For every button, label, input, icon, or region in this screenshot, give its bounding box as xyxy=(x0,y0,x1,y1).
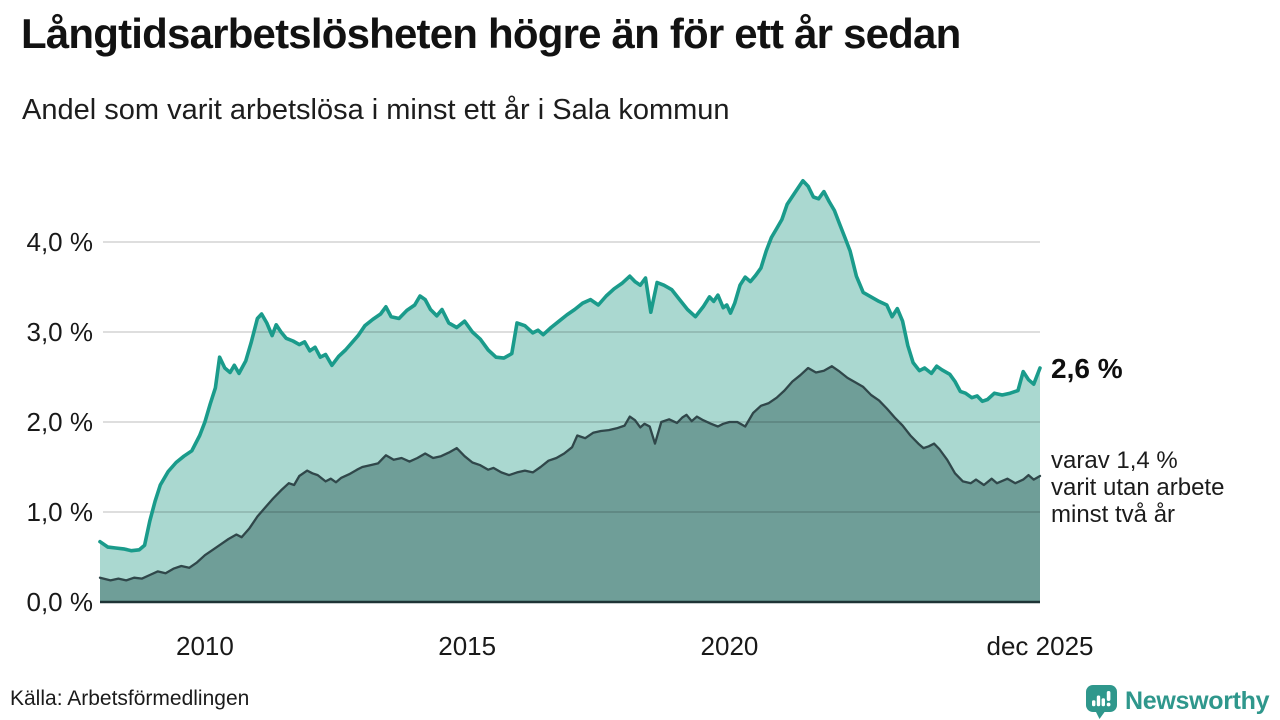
x-tick-label-2015: 2015 xyxy=(438,631,497,661)
end-label-line-2: varit utan arbete xyxy=(1051,474,1225,501)
y-tick-label-4: 4,0 % xyxy=(26,227,94,257)
brand-name: Newsworthy xyxy=(1125,687,1270,715)
series-line-unemployed-at-least-two-years xyxy=(98,365,1042,582)
y-tick-label-3: 3,0 % xyxy=(26,317,94,347)
page-title: Långtidsarbetslösheten högre än för ett … xyxy=(21,10,961,57)
series-area-unemployed-at-least-two-years xyxy=(100,366,1040,602)
x-tick-label-2010: 2010 xyxy=(175,631,234,661)
series-end-label-one-year: 2,6 % xyxy=(1051,353,1123,384)
y-tick-label-0: 0,0 % xyxy=(26,587,94,617)
source-note: Källa: Arbetsförmedlingen xyxy=(10,687,250,710)
end-label-line-1: varav 1,4 % xyxy=(1051,447,1178,474)
newsworthy-chart-bubble-icon xyxy=(1086,685,1117,719)
page-subtitle: Andel som varit arbetslösa i minst ett å… xyxy=(22,94,730,126)
end-label-line-3: minst två år xyxy=(1051,501,1176,528)
series-line-unemployed-at-least-one-year xyxy=(98,179,1042,553)
x-tick-label-dec-2025: dec 2025 xyxy=(986,631,1094,661)
series-end-label-two-years: varav 1,4 % varit utan arbete minst två … xyxy=(1051,447,1224,528)
brand-logo: Newsworthy xyxy=(1085,684,1270,719)
x-tick-label-2020: 2020 xyxy=(700,631,759,661)
y-tick-label-2: 2,0 % xyxy=(26,407,94,437)
y-tick-label-1: 1,0 % xyxy=(26,497,94,527)
